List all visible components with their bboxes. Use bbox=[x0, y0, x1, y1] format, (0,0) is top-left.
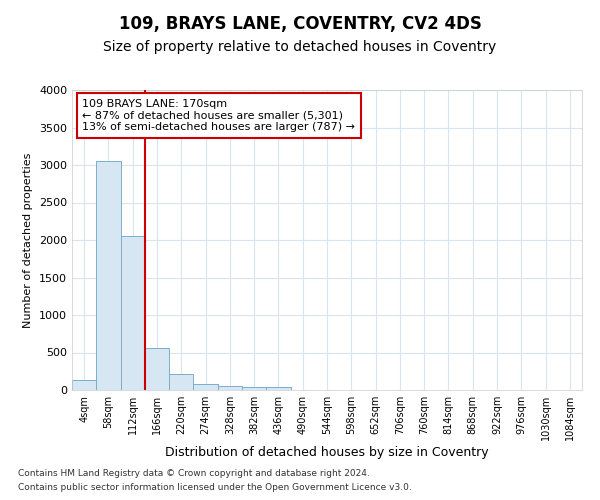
Bar bbox=[193, 384, 218, 390]
Text: 109 BRAYS LANE: 170sqm
← 87% of detached houses are smaller (5,301)
13% of semi-: 109 BRAYS LANE: 170sqm ← 87% of detached… bbox=[82, 99, 355, 132]
Bar bbox=[218, 386, 242, 390]
Bar bbox=[72, 380, 96, 390]
Bar bbox=[169, 374, 193, 390]
Bar bbox=[96, 160, 121, 390]
Y-axis label: Number of detached properties: Number of detached properties bbox=[23, 152, 34, 328]
Text: Contains public sector information licensed under the Open Government Licence v3: Contains public sector information licen… bbox=[18, 484, 412, 492]
Bar bbox=[242, 386, 266, 390]
Text: Size of property relative to detached houses in Coventry: Size of property relative to detached ho… bbox=[103, 40, 497, 54]
Bar bbox=[145, 348, 169, 390]
Bar bbox=[121, 236, 145, 390]
Text: 109, BRAYS LANE, COVENTRY, CV2 4DS: 109, BRAYS LANE, COVENTRY, CV2 4DS bbox=[119, 15, 481, 33]
Text: Contains HM Land Registry data © Crown copyright and database right 2024.: Contains HM Land Registry data © Crown c… bbox=[18, 468, 370, 477]
X-axis label: Distribution of detached houses by size in Coventry: Distribution of detached houses by size … bbox=[165, 446, 489, 458]
Bar bbox=[266, 388, 290, 390]
